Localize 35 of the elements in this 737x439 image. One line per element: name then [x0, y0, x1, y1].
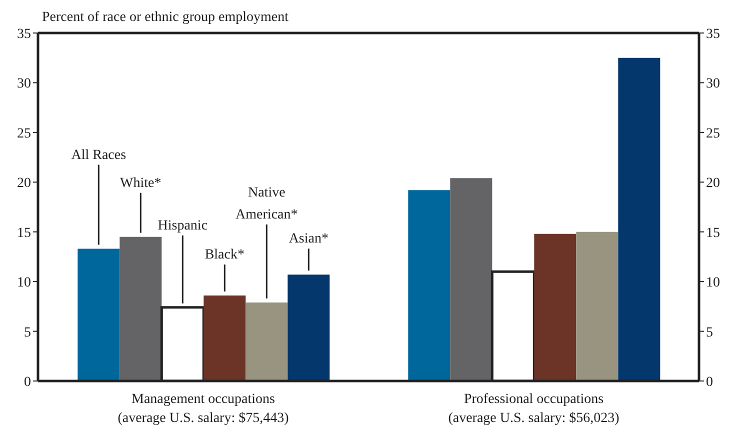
- y2-tick-label: 35: [706, 26, 720, 42]
- y2-tick-label: 5: [706, 325, 713, 340]
- bar: [120, 236, 162, 381]
- x-tick-label: Professional occupations (average U.S. salary: $56,023): [448, 392, 620, 426]
- text: All Races: [71, 148, 126, 163]
- text: Native American*: [236, 185, 298, 222]
- text: White*: [120, 176, 162, 191]
- y-tick-label: 5: [24, 325, 31, 340]
- bar: [618, 58, 660, 381]
- y2-tick-label: 10: [706, 276, 720, 291]
- bar: [246, 302, 288, 381]
- y2-tick-label: 15: [706, 226, 720, 241]
- bar: [450, 178, 492, 381]
- y-tick-label: 35: [17, 26, 31, 42]
- y-tick-label: 25: [17, 126, 31, 142]
- y-tick-label: 10: [17, 276, 31, 291]
- bar: [204, 295, 246, 381]
- bar: [408, 190, 450, 381]
- y-axis-title: Percent of race or ethnic group employment: [42, 10, 288, 26]
- text: Black*: [204, 247, 244, 262]
- y-tick-label: 30: [17, 76, 31, 92]
- y2-tick-label: 20: [706, 176, 720, 192]
- x-tick-label: Management occupations (average U.S. salary: $75,443): [118, 392, 290, 426]
- series-label: Asian*: [288, 232, 328, 247]
- bar: [78, 248, 120, 381]
- y2-tick-label: 30: [706, 76, 720, 92]
- bar: [288, 274, 330, 381]
- bar: [534, 234, 576, 381]
- y2-tick-label: 25: [706, 126, 720, 142]
- bar: [576, 232, 618, 381]
- y-tick-label: 20: [17, 176, 31, 192]
- y-tick-label: 0: [24, 374, 31, 390]
- y-tick-label: 15: [17, 226, 31, 241]
- text: Hispanic: [158, 218, 208, 234]
- y2-tick-label: 0: [706, 374, 713, 390]
